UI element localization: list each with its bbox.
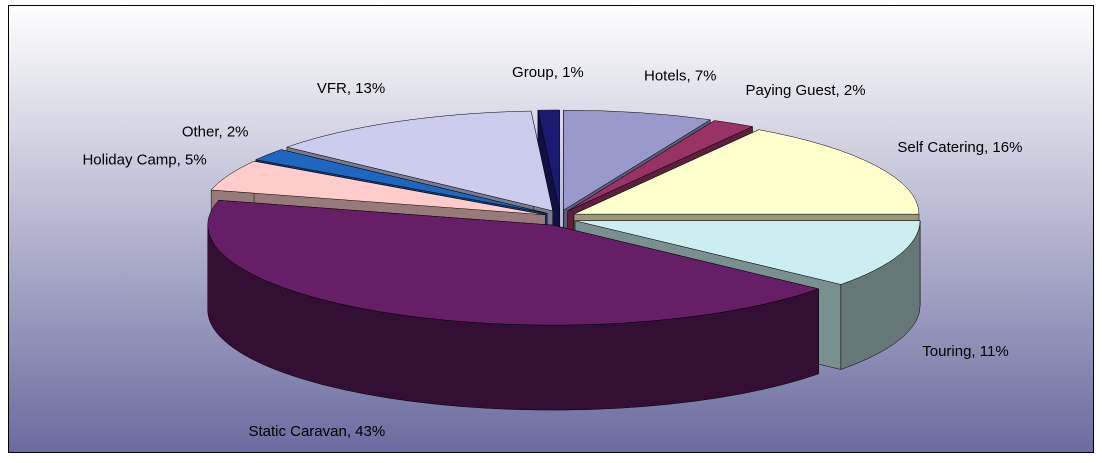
- data-label: Hotels, 7%: [644, 67, 717, 84]
- slice: [254, 149, 548, 214]
- data-label: Paying Guest, 2%: [745, 82, 865, 99]
- data-label: Other, 2%: [182, 124, 249, 141]
- slice: [210, 160, 546, 216]
- slice: [563, 109, 712, 211]
- slice: [537, 109, 560, 211]
- slice: [574, 220, 921, 285]
- slice: [573, 129, 920, 215]
- data-label: Holiday Camp, 5%: [82, 151, 206, 168]
- data-label: Touring, 11%: [922, 343, 1008, 360]
- data-label: Group, 1%: [512, 64, 584, 81]
- data-label: Self Catering, 16%: [897, 139, 1022, 156]
- data-label: VFR, 13%: [317, 80, 385, 97]
- data-label: Static Caravan, 43%: [248, 423, 385, 440]
- slice: [207, 200, 820, 326]
- slice: [286, 110, 554, 212]
- slice: [567, 120, 754, 212]
